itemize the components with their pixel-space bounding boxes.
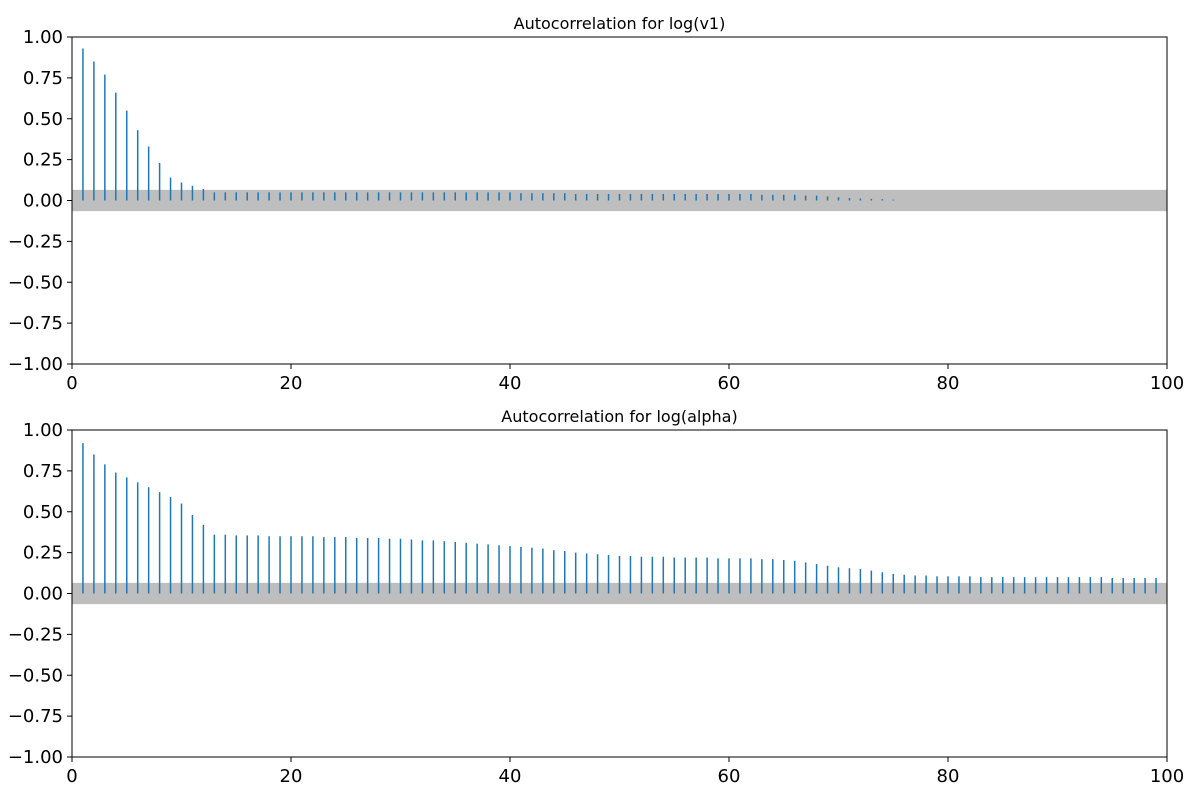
x-tick-label: 80 [937,766,960,787]
x-tick-label: 80 [937,373,960,394]
y-tick-label: 1.00 [23,27,63,48]
plot-area: −1.00 −0.75 −0.50 −0.25 0.00 0.25 0.50 0.75 1.00… [8,420,1184,787]
y-tick-label: 0.00 [23,191,63,212]
axes-frame [71,429,1168,758]
y-tick-label: −0.50 [8,272,63,293]
x-tick-label: 20 [280,373,303,394]
chart-title: Autocorrelation for log(v1) [514,14,726,33]
axes-frame [71,36,1168,365]
y-tick-label: −0.75 [8,313,63,334]
x-tick-label: 40 [499,766,522,787]
x-tick-label: 60 [718,766,741,787]
chart-title: Autocorrelation for log(alpha) [501,407,737,426]
y-tick-label: 0.75 [23,461,63,482]
plot-area: −1.00 −0.75 −0.50 −0.25 0.00 0.25 0.50 0.75 1.00… [8,27,1184,394]
x-tick-label: 60 [718,373,741,394]
y-tick-label: −0.25 [8,231,63,252]
acf-panel-log-v1: Autocorrelation for log(v1) −1.00 −0.75 −0… [8,14,1184,394]
y-tick-label: −0.50 [8,665,63,686]
y-tick-label: −0.25 [8,624,63,645]
x-tick-label: 100 [1150,766,1184,787]
y-tick-label: −1.00 [8,747,63,768]
y-tick-label: 0.25 [23,543,63,564]
y-tick-label: −0.75 [8,706,63,727]
y-tick-label: 1.00 [23,420,63,441]
x-tick-label: 40 [499,373,522,394]
y-tick-label: −1.00 [8,354,63,375]
y-tick-label: 0.00 [23,584,63,605]
x-tick-label: 20 [280,766,303,787]
y-tick-label: 0.25 [23,150,63,171]
y-tick-label: 0.50 [23,109,63,130]
acf-panel-log-alpha: Autocorrelation for log(alpha) −1.00 −0.7… [8,407,1184,787]
x-tick-label: 100 [1150,373,1184,394]
x-tick-label: 0 [66,766,77,787]
y-tick-label: 0.50 [23,502,63,523]
y-tick-label: 0.75 [23,68,63,89]
x-tick-label: 0 [66,373,77,394]
